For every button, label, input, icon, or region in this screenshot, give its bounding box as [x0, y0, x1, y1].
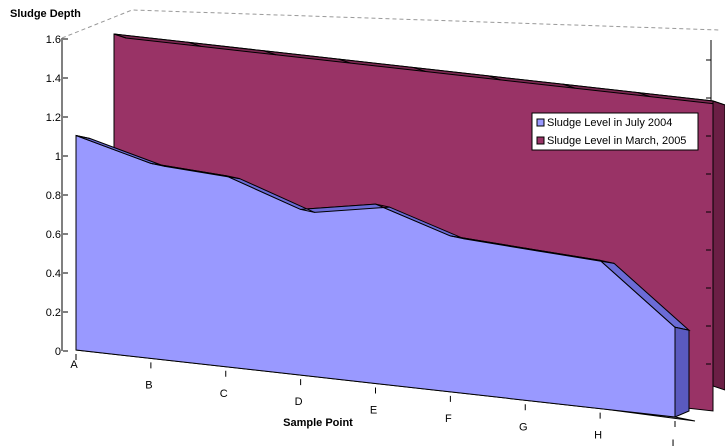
- july-2004-ridge-g: [525, 247, 540, 252]
- july-2004-ridge-h: [600, 259, 615, 264]
- y-axis-title: Sludge Depth: [10, 8, 81, 20]
- x-tick-label-c: C: [220, 388, 228, 400]
- july-2004-ridge-a: [75, 135, 91, 139]
- march-2005-ridge-c: [263, 50, 276, 56]
- march-2005-ridge-b: [188, 41, 202, 47]
- x-tick-label-e: E: [370, 405, 377, 417]
- legend-swatch-march-2005: [536, 136, 545, 145]
- y-tick-label-3: 0.6: [46, 229, 61, 241]
- x-tick-label-d: D: [295, 396, 303, 408]
- july-2004-ridge-f: [450, 235, 465, 240]
- y-tick-label-0: 0: [55, 346, 61, 358]
- march-2005-ridge-f: [488, 75, 501, 81]
- march-2005-ridge-e: [413, 67, 426, 72]
- y-tick-label-7: 1.4: [46, 73, 61, 85]
- legend: Sludge Level in July 2004 Sludge Level i…: [531, 112, 699, 151]
- march-2005-side: [712, 100, 725, 391]
- july-2004-ridge-b: [150, 162, 165, 167]
- march-2005-ridge-d: [338, 58, 351, 64]
- july-2004-side: [674, 326, 690, 418]
- back-wall-edge: [61, 9, 721, 39]
- y-tick-label-8: 1.6: [46, 34, 61, 46]
- axes: 0 0.2 0.4 0.6 0.8 1 1.2 1.4 1.6 A B C D E F G H I: [46, 34, 711, 446]
- y-tick-label-2: 0.4: [46, 268, 61, 280]
- legend-label-july-2004: Sludge Level in July 2004: [547, 117, 672, 129]
- x-tick-label-h: H: [594, 430, 602, 442]
- y-tick-label-4: 0.8: [46, 190, 61, 202]
- y-tick-label-5: 1: [55, 151, 61, 163]
- y-tick-label-1: 0.2: [46, 307, 61, 319]
- x-tick-label-f: F: [445, 413, 452, 425]
- x-axis-title: Sample Point: [283, 417, 353, 429]
- x-tick-label-a: A: [70, 359, 78, 371]
- x-tick-label-g: G: [519, 421, 528, 433]
- legend-swatch-july-2004: [536, 118, 545, 127]
- series-july-2004: [75, 134, 696, 422]
- legend-label-march-2005: Sludge Level in March, 2005: [547, 135, 686, 147]
- march-2005-ridge-a: [113, 33, 127, 39]
- march-2005-ridge-h: [637, 92, 651, 98]
- july-2004-ridge-c: [225, 175, 240, 180]
- x-tick-label-b: B: [145, 379, 152, 391]
- x-tick-label-i: I: [671, 438, 674, 446]
- march-2005-ridge-g: [563, 83, 576, 89]
- y-tick-label-6: 1.2: [46, 112, 61, 124]
- legend-box: [531, 112, 699, 151]
- july-2004-ridge-d: [300, 208, 315, 213]
- july-2004-ridge-e: [375, 203, 390, 208]
